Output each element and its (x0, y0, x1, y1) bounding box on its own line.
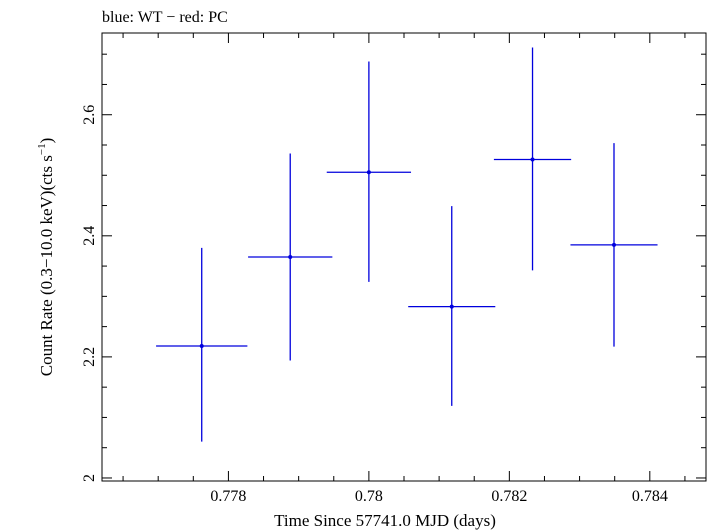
y-axis-label-main: Count Rate (0.3−10.0 keV)(cts s (37, 155, 56, 376)
x-tick-label: 0.78 (355, 488, 383, 505)
y-axis-label: Count Rate (0.3−10.0 keV)(cts s−1) (36, 138, 56, 377)
x-tick-label: 0.778 (210, 488, 246, 505)
x-axis-label: Time Since 57741.0 MJD (days) (274, 511, 496, 530)
plot-frame (101, 32, 707, 482)
y-axis-label-superscript: −1 (36, 143, 48, 155)
x-tick-label: 0.784 (632, 488, 668, 505)
y-tick-label: 2 (81, 474, 98, 482)
x-axis-ticks: 0.778 0.78 0.782 0.784 (122, 33, 686, 505)
y-axis-ticks: 2 2.2 2.4 2.6 (81, 53, 706, 482)
data-point (199, 343, 204, 348)
data-point (530, 157, 535, 162)
y-tick-label: 2.6 (81, 105, 98, 125)
x-tick-label: 0.782 (491, 488, 527, 505)
chart-title: blue: WT − red: PC (102, 9, 228, 26)
data-point (611, 242, 616, 247)
data-point (449, 304, 454, 309)
data-points (156, 47, 658, 442)
y-tick-label: 2.2 (81, 347, 98, 367)
y-tick-label: 2.4 (81, 226, 98, 246)
data-point (366, 170, 371, 175)
y-axis-label-close: ) (37, 138, 56, 144)
data-point (288, 255, 293, 259)
